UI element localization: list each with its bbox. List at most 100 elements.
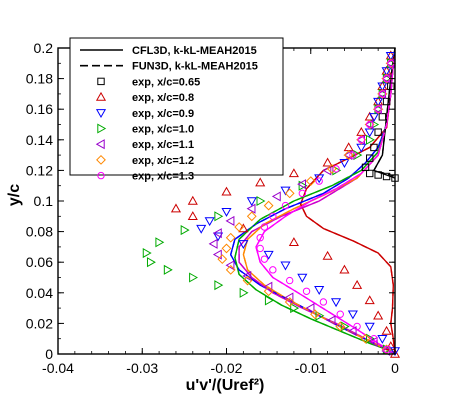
x-tick-label: -0.03: [126, 360, 158, 376]
exp-marker-s5-p15: [217, 254, 228, 265]
exp-marker-s6-p11: [269, 212, 277, 221]
exp-marker-s1-p14: [238, 223, 249, 233]
exp-marker-s5-p22: [360, 333, 371, 344]
exp-marker-s3-p17: [214, 280, 224, 291]
y-tick-label: 0.18: [26, 71, 53, 87]
exp-marker-s1-p12: [170, 203, 182, 213]
exp-markers-layer: [142, 50, 401, 358]
x-tick-label: 0: [391, 360, 399, 376]
x-tick-label: -0.01: [295, 360, 327, 376]
exp-marker-s2-p2: [377, 82, 388, 92]
exp-marker-s2-p20: [330, 298, 342, 308]
cfd-curve-fun3d-1: [299, 63, 396, 355]
exp-marker-s1-p10: [221, 186, 232, 196]
legend-label: CFL3D, k-kL-MEAH2015: [132, 45, 257, 57]
exp-marker-s2-p1: [381, 67, 392, 77]
legend-marker-circle: [97, 171, 105, 180]
exp-marker-s5-p6: [343, 150, 354, 161]
exp-marker-s5-p18: [263, 286, 274, 297]
exp-marker-s6-p5: [357, 136, 365, 144]
y-tick-label: 0: [45, 346, 53, 362]
x-tick-label: -0.02: [211, 360, 243, 376]
exp-marker-s4-p13: [208, 238, 218, 249]
exp-marker-s4-p14: [212, 249, 222, 260]
exp-marker-s0-p8: [374, 171, 382, 179]
exp-marker-s2-p23: [377, 335, 388, 344]
exp-marker-s0-p3: [374, 128, 382, 136]
exp-marker-s2-p12: [204, 217, 215, 227]
exp-marker-s5-p7: [326, 163, 337, 174]
exp-marker-s0-p5: [366, 154, 374, 162]
legend-label: exp, x/c=1.2: [132, 155, 194, 167]
exp-marker-s3-p13: [142, 247, 152, 259]
legend: CFL3D, k-kL-MEAH2015 FUN3D, k-kL-MEAH2015…: [69, 37, 284, 183]
exp-marker-s3-p8: [298, 180, 308, 191]
legend-marker-square: [97, 77, 105, 86]
exp-marker-s3-p18: [239, 287, 249, 298]
exp-marker-s5-p8: [305, 176, 316, 187]
exp-marker-s5-p12: [234, 222, 245, 232]
exp-marker-s1-p13: [187, 211, 198, 220]
exp-marker-s1-p11: [187, 195, 198, 205]
exp-marker-s4-p8: [297, 179, 307, 190]
exp-marker-s0-p2: [378, 113, 387, 121]
exp-marker-s6-p10: [281, 201, 290, 210]
exp-marker-s3-p22: [340, 321, 350, 332]
exp-marker-s6-p3: [374, 105, 382, 113]
exp-marker-s2-p13: [196, 224, 207, 234]
exp-marker-s3-p12: [155, 237, 165, 248]
exp-marker-s3-p4: [370, 119, 380, 130]
exp-marker-s1-p21: [381, 325, 392, 335]
legend-marker-triangle-down: [95, 109, 107, 119]
exp-marker-s3-p21: [315, 310, 325, 321]
x-tick-label: -0.04: [42, 360, 74, 376]
exp-marker-s3-p9: [256, 195, 266, 207]
legend-marker-diamond: [96, 154, 106, 165]
exp-marker-s1-p9: [255, 177, 266, 187]
legend-marker-triangle-left: [95, 139, 105, 150]
exp-marker-s5-p10: [263, 200, 274, 211]
exp-marker-s3-p14: [146, 257, 156, 268]
exp-marker-s5-p21: [335, 321, 346, 332]
legend-label: exp, x/c=0.8: [132, 92, 194, 104]
exp-marker-s4-p9: [271, 191, 281, 202]
y-tick-label: 0.14: [26, 132, 53, 148]
exp-marker-s4-p6: [343, 150, 353, 161]
exp-marker-s0-p1: [382, 97, 391, 106]
exp-marker-s5-p20: [310, 309, 320, 320]
exp-marker-s5-p9: [284, 188, 295, 199]
exp-marker-s2-p11: [221, 208, 232, 217]
cfd-curve-fun3d-6: [255, 63, 396, 355]
exp-marker-s3-p19: [264, 295, 274, 306]
exp-marker-s5-p17: [242, 275, 253, 286]
exp-marker-s6-p19: [319, 298, 328, 306]
exp-marker-s6-p21: [353, 322, 361, 331]
exp-marker-s4-p11: [225, 215, 235, 226]
legend-label: exp, x/c=1.3: [132, 171, 194, 183]
legend-label: exp, x/c=0.9: [132, 108, 194, 120]
exp-marker-s1-p8: [288, 168, 299, 178]
exp-marker-s2-p18: [297, 273, 308, 283]
exp-marker-s6-p14: [256, 244, 264, 253]
exp-marker-s2-p0: [385, 51, 396, 61]
exp-marker-s5-p13: [225, 232, 236, 243]
exp-marker-s6-p4: [366, 120, 374, 129]
exp-marker-s6-p6: [349, 151, 357, 159]
exp-marker-s5-p19: [284, 297, 295, 307]
exp-marker-s4-p21: [347, 325, 357, 337]
exp-marker-s4-p19: [305, 303, 315, 314]
exp-marker-s2-p4: [368, 113, 379, 123]
legend-marker-triangle-up: [95, 91, 107, 101]
exp-marker-s0-p9: [382, 172, 391, 181]
exp-marker-s4-p17: [263, 281, 273, 292]
exp-marker-s6-p17: [285, 276, 294, 285]
exp-marker-s5-p14: [221, 243, 232, 254]
y-tick-label: 0.2: [34, 40, 54, 56]
exp-marker-s6-p12: [260, 223, 269, 231]
y-tick-label: 0.16: [26, 101, 53, 117]
exp-marker-s3-p5: [366, 134, 375, 145]
exp-marker-s6-p9: [298, 189, 307, 198]
exp-marker-s1-p20: [373, 310, 384, 320]
exp-marker-s6-p18: [302, 287, 311, 295]
